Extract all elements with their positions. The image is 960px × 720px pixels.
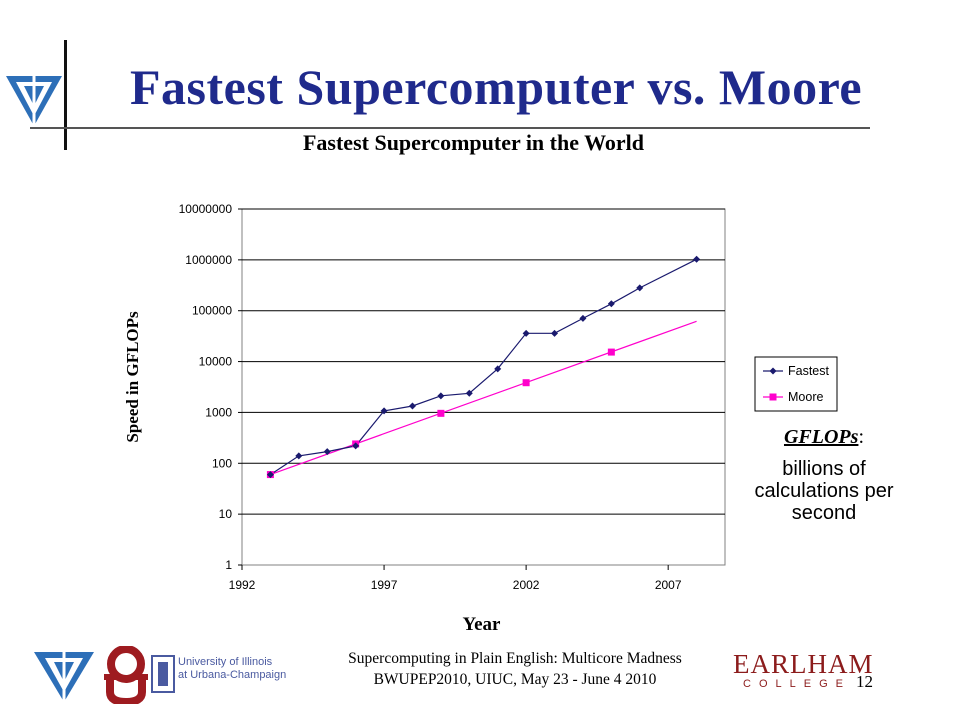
gflops-definition: GFLOPs: billions of calculations per sec… [742,426,906,524]
data-point-fastest [465,389,473,397]
data-point-fastest [579,314,587,322]
y-tick-label: 1 [225,558,232,572]
data-point-fastest [607,300,615,308]
data-point-fastest [693,255,701,263]
data-point-fastest [323,448,331,456]
triangle-logo-icon [6,76,62,126]
footer: Supercomputing in Plain English: Multico… [290,648,740,690]
y-axis-label: Speed in GFLOPs [123,311,142,443]
data-point-fastest [295,452,303,460]
y-tick-label: 100 [212,456,232,470]
illinois-line1: University of Illinois [178,656,273,668]
y-tick-label: 10000000 [179,202,233,216]
data-point-moore [522,379,530,387]
earlham-logo: EARLHAM COLLEGE [733,649,874,690]
data-point-fastest [380,407,388,415]
data-point-fastest [437,392,445,400]
plot-area [241,208,726,566]
legend-box [754,356,838,412]
chart-title: Fastest Supercomputer in the World [303,130,644,155]
page-number: 12 [856,672,873,691]
gflops-colon: : [858,426,864,448]
legend-label-moore: Moore [788,390,823,404]
legend-label-fastest: Fastest [788,364,830,378]
ou-logo-icon [104,646,148,704]
footer-line1: Supercomputing in Plain English: Multico… [348,650,682,667]
x-tick-label: 2007 [655,578,682,592]
data-point-moore [607,348,615,356]
supercomputer-chart: Fastest Supercomputer in the World 1 10 100… [123,130,838,635]
gflops-term: GFLOPs [783,426,859,448]
gflops-description: billions of calculations per second [754,458,894,524]
y-tick-label: 10000 [199,355,233,369]
data-point-fastest [636,284,644,292]
illinois-logo-icon [151,655,175,693]
title-vertical-rule [64,40,67,150]
footer-line2: BWUPEP2010, UIUC, May 23 - June 4 2010 [373,671,657,688]
data-point-fastest [522,329,530,337]
slide-title: Fastest Supercomputer vs. Moore [130,59,863,115]
y-tick-label: 1000 [205,405,232,419]
illinois-line2: at Urbana-Champaign [178,669,287,681]
x-tick-label: 2002 [513,578,540,592]
x-tick-label: 1997 [371,578,398,592]
data-point-fastest [352,442,360,450]
x-axis-label: Year [463,614,502,635]
triangle-logo-icon [34,652,94,702]
data-point-fastest [494,365,502,373]
y-tick-label: 1000000 [185,253,232,267]
legend-marker-fastest [769,367,777,375]
data-point-moore [437,409,445,417]
data-point-fastest [408,402,416,410]
earlham-logo-main: EARLHAM [733,649,874,679]
x-tick-label: 1992 [229,578,256,592]
illinois-logo-text: University of Illinois at Urbana-Champai… [178,656,286,682]
data-point-fastest [551,329,559,337]
earlham-logo-sub: COLLEGE [743,678,851,690]
legend-marker-moore [769,393,777,401]
title-horizontal-rule [30,127,870,129]
y-tick-label: 10 [219,507,233,521]
data-point-fastest [266,471,274,479]
y-tick-label: 100000 [192,304,232,318]
